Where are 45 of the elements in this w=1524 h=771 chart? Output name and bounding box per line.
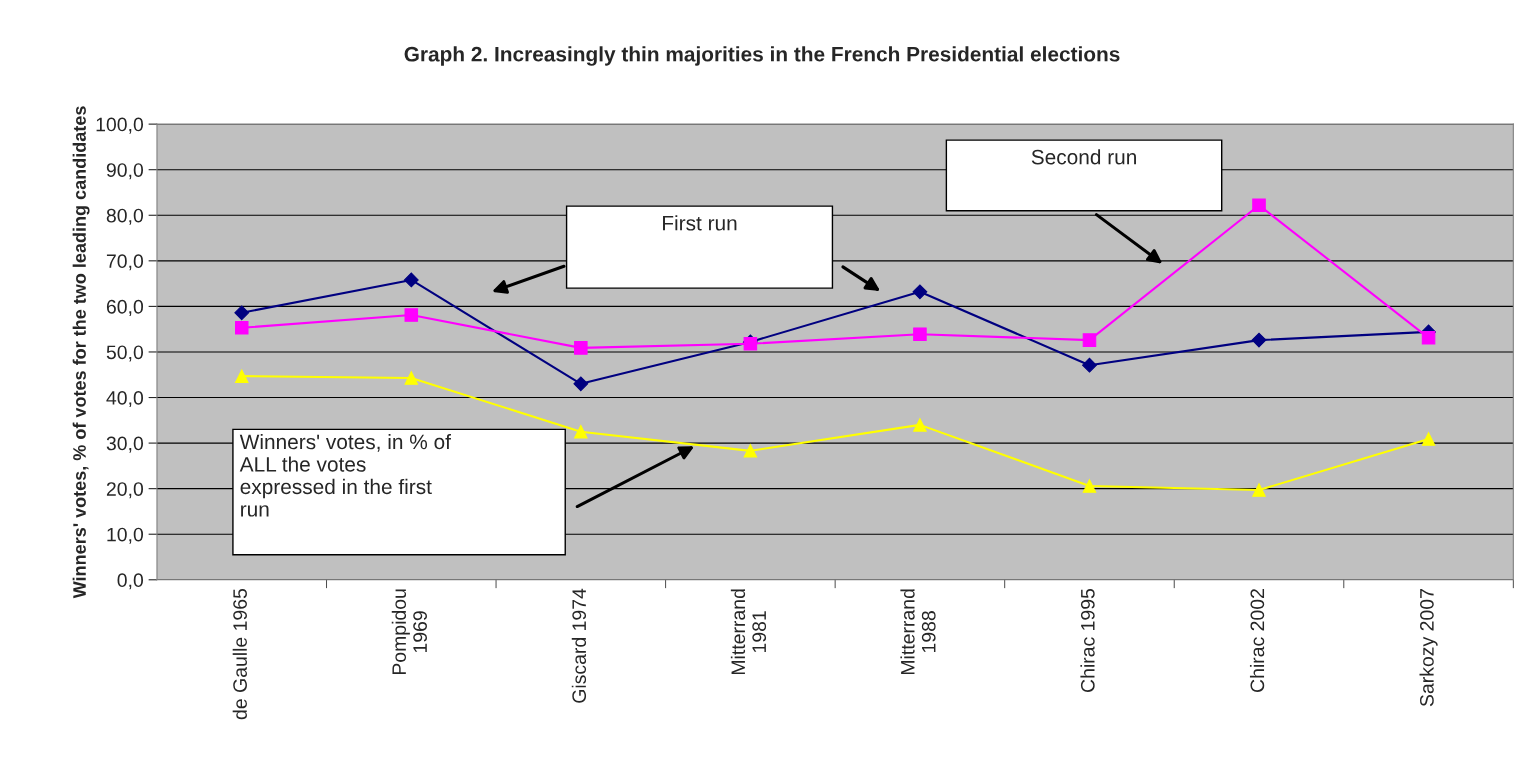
point	[1082, 333, 1097, 347]
y-tick-label: 60,0	[106, 299, 144, 316]
point	[1082, 357, 1097, 373]
x-tick-label: Chirac 1995	[1080, 588, 1095, 692]
x-tick-label: Sarkozy 2007	[1419, 589, 1438, 707]
y-tick-label: 40,0	[106, 391, 144, 408]
annotation: Winners' votes, in % of ALL the votes expressed in the first run	[239, 433, 451, 517]
point	[1082, 479, 1097, 493]
x-tick-label: Giscard 1974	[571, 588, 587, 703]
annotation: Second run	[1031, 149, 1136, 165]
x-tick-label: Chirac 2002	[1249, 589, 1265, 692]
point	[403, 272, 419, 288]
x-tick-label: Pompidou 1969	[391, 589, 427, 675]
y-tick-label: 90,0	[106, 163, 144, 180]
point	[574, 424, 588, 439]
point	[1251, 332, 1267, 348]
point	[1252, 198, 1266, 213]
point	[404, 371, 419, 385]
x-tick-label: Mitterrand 1988	[900, 589, 936, 675]
y-tick-label: 20,0	[106, 482, 144, 499]
x-tick-label: Mitterrand 1981	[730, 589, 767, 675]
x-tick-label: de Gaulle 1965	[232, 588, 247, 720]
y-tick-label: 50,0	[106, 345, 144, 362]
y-tick-label: 0,0	[117, 573, 144, 590]
point	[912, 284, 928, 300]
y-axis-title: Winners' votes, % of votes for the two leading candidates	[72, 106, 90, 599]
point	[574, 341, 588, 355]
point	[743, 444, 758, 458]
point	[1252, 483, 1266, 497]
y-tick-label: 10,0	[107, 527, 144, 544]
point	[234, 305, 250, 321]
annotation: First run	[663, 215, 737, 231]
y-tick-label: 100,0	[96, 117, 144, 134]
point	[573, 376, 589, 392]
point	[913, 327, 927, 341]
point	[1421, 331, 1436, 345]
point	[234, 321, 249, 335]
point	[1421, 432, 1436, 446]
point	[234, 369, 249, 383]
point	[913, 418, 927, 432]
y-tick-label: 80,0	[106, 208, 144, 225]
point	[404, 308, 419, 322]
chart-title: Graph 2. Increasingly thin majorities in the French Presidential elections	[404, 46, 1120, 66]
y-tick-label: 30,0	[106, 436, 144, 453]
y-tick-label: 70,0	[106, 254, 144, 271]
